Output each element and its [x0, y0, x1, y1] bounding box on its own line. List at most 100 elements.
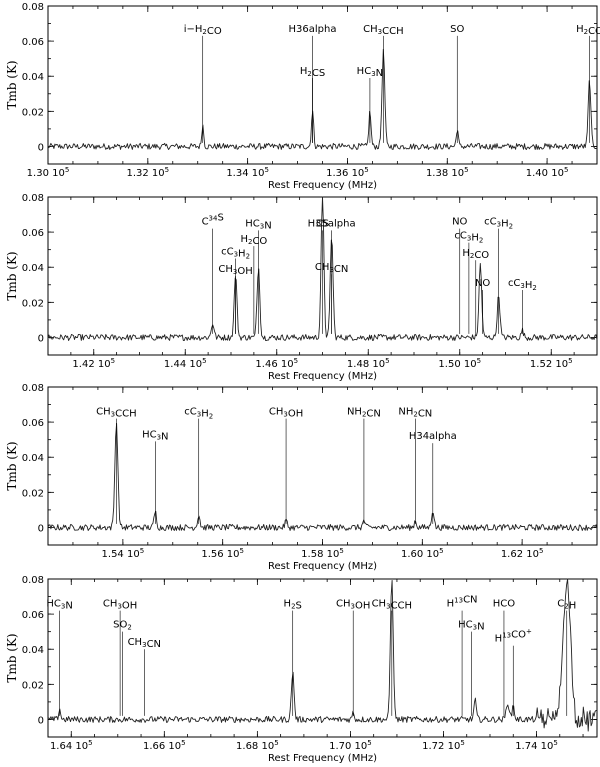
x-tick-label: 1.46 105: [255, 357, 298, 370]
y-tick-label: 0: [38, 523, 44, 534]
y-axis-label: Tmb (K): [5, 251, 19, 300]
plot-frame: [47, 578, 598, 738]
spectrum-panel-2: 0.08 0.06 0.04 0.02 0 1.42 105 1.44 105 1.46 10…: [5, 193, 598, 382]
y-tick-label: 0: [38, 333, 44, 344]
line-id-label: CS: [316, 218, 329, 229]
x-tick-label: 1.36 105: [326, 166, 369, 179]
spectrum-trace: [47, 48, 598, 150]
line-id-label: H2S: [284, 599, 302, 612]
line-id-label: H13CN: [447, 595, 478, 610]
x-tick-label: 1.68 105: [236, 739, 279, 752]
line-id-label: H2CO: [240, 234, 267, 247]
y-tick-label: 0.04: [22, 453, 44, 464]
y-tick-label: 0.06: [22, 418, 44, 429]
x-tick-label: 1.62 105: [501, 547, 544, 560]
line-id-label: CH3CCH: [372, 599, 412, 612]
x-tick-label: 1.64 105: [50, 739, 93, 752]
y-tick-label: 0.04: [22, 72, 44, 83]
line-id-label: HC3N: [458, 620, 484, 633]
y-tick-label: 0.08: [22, 383, 44, 394]
spectrum-panel-1: 0.08 0.06 0.04 0.02 0 1.30 105 1.32 105 1.34 10…: [5, 2, 600, 191]
line-id-label: H2CO: [462, 248, 489, 261]
x-tick-label: 1.40 105: [526, 166, 569, 179]
x-tick-label: 1.50 105: [438, 357, 481, 370]
line-id-label: SO: [450, 24, 464, 35]
line-id-label: cC3H2: [454, 231, 483, 245]
x-tick-label: 1.30 105: [27, 166, 70, 179]
spectrum-trace: [47, 578, 598, 732]
x-axis-label: Rest Frequency (MHz): [268, 753, 377, 764]
x-tick-label: 1.58 105: [301, 547, 344, 560]
line-id-label: cC3H2: [184, 407, 213, 421]
y-tick-label: 0.02: [22, 298, 44, 309]
x-tick-label: 1.38 105: [426, 166, 469, 179]
y-tick-label: 0.08: [22, 575, 44, 586]
line-id-label: HC3N: [142, 429, 168, 442]
line-id-label: C2H: [557, 599, 576, 612]
y-tick-label: 0.08: [22, 193, 44, 204]
x-tick-label: 1.44 105: [164, 357, 207, 370]
y-tick-label: 0.02: [22, 488, 44, 499]
y-tick-label: 0.02: [22, 107, 44, 118]
line-id-label: CH3OH: [269, 407, 303, 420]
line-id-label: H2CS: [300, 66, 325, 79]
line-id-label: cC3H2: [221, 246, 250, 260]
line-id-label: NH2CN: [347, 407, 381, 420]
line-id-label: NO: [452, 217, 467, 228]
line-id-label: HC3N: [245, 218, 271, 231]
line-id-label: H35alpha: [308, 218, 356, 229]
x-tick-label: 1.52 105: [530, 357, 573, 370]
line-id-label: H36alpha: [289, 24, 337, 35]
line-id-label: HC3N: [357, 66, 383, 79]
y-tick-label: 0.04: [22, 645, 44, 656]
line-id-label: SO2: [113, 620, 132, 632]
x-tick-label: 1.32 105: [126, 166, 169, 179]
line-id-label: C34S: [202, 213, 224, 228]
y-tick-label: 0: [38, 715, 44, 726]
x-axis-label: Rest Frequency (MHz): [268, 180, 377, 191]
spectrum-trace: [47, 196, 598, 341]
line-id-label: cC3H2: [508, 278, 537, 292]
y-axis-label: Tmb (K): [5, 633, 19, 682]
x-tick-label: 1.34 105: [226, 166, 269, 179]
line-id-label: H34alpha: [409, 431, 457, 442]
line-id-label: NO: [475, 278, 490, 289]
x-tick-label: 1.66 105: [143, 739, 186, 752]
y-tick-label: 0.02: [22, 680, 44, 691]
line-id-label: CH3CCH: [363, 24, 403, 37]
line-id-label: i−H2CO: [184, 24, 222, 37]
y-axis-label: Tmb (K): [5, 441, 19, 490]
line-id-label: CH3CN: [128, 637, 161, 650]
x-tick-label: 1.48 105: [347, 357, 390, 370]
x-tick-label: 1.60 105: [401, 547, 444, 560]
line-id-label: H13CO+: [495, 628, 532, 645]
x-tick-label: 1.56 105: [201, 547, 244, 560]
x-tick-label: 1.72 105: [422, 739, 465, 752]
x-tick-label: 1.70 105: [329, 739, 372, 752]
spectrum-trace: [47, 423, 598, 531]
y-tick-label: 0.06: [22, 610, 44, 621]
y-tick-label: 0.06: [22, 228, 44, 239]
line-id-label: CH3OH: [103, 599, 137, 612]
x-tick-label: 1.42 105: [72, 357, 115, 370]
y-tick-label: 0.06: [22, 37, 44, 48]
line-id-label: CH3OH: [218, 264, 252, 277]
y-tick-label: 0.04: [22, 263, 44, 274]
x-axis-label: Rest Frequency (MHz): [268, 561, 377, 572]
line-id-label: CH3CN: [315, 262, 348, 275]
line-id-label: HC3N: [46, 599, 72, 612]
x-tick-label: 1.74 105: [515, 739, 558, 752]
y-tick-label: 0.08: [22, 2, 44, 13]
line-id-label: cC3H2: [484, 217, 513, 231]
line-id-label: H2CO: [576, 24, 600, 37]
spectrum-panel-3: 0.08 0.06 0.04 0.02 0 1.54 105 1.56 105 1.58 10…: [5, 383, 598, 572]
line-id-label: CH3CCH: [96, 407, 136, 420]
line-id-label: NH2CN: [398, 407, 432, 420]
line-id-label: CH3OH: [336, 599, 370, 612]
spectrum-panel-4: 0.08 0.06 0.04 0.02 0 1.64 105 1.66 105 1.68 10…: [5, 575, 598, 764]
line-id-label: HCO: [493, 599, 516, 610]
y-tick-label: 0: [38, 142, 44, 153]
y-axis-label: Tmb (K): [5, 60, 19, 109]
x-axis-label: Rest Frequency (MHz): [268, 371, 377, 382]
